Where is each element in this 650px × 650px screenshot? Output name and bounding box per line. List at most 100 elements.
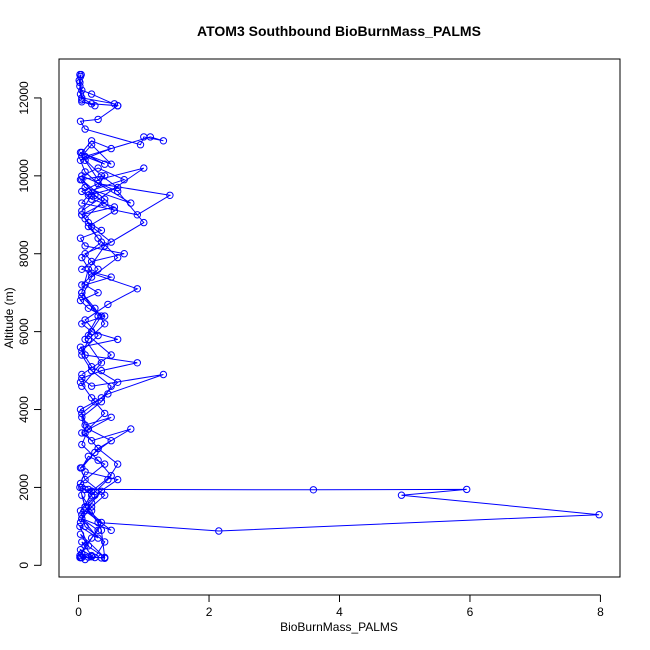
y-tick-label: 10000 (17, 159, 31, 193)
x-tick-label: 6 (467, 605, 474, 619)
data-point (97, 554, 106, 562)
data-point (166, 191, 174, 200)
y-tick-label: 8000 (17, 240, 31, 267)
data-point (87, 437, 96, 445)
data-point (78, 440, 86, 449)
data-point (140, 133, 148, 141)
data-point (140, 164, 148, 172)
x-tick-label: 2 (206, 605, 213, 619)
data-point (78, 152, 86, 161)
data-point (81, 316, 89, 324)
data-point (76, 405, 85, 414)
series-line (78, 74, 172, 560)
data-point (76, 70, 84, 79)
data-point (78, 491, 86, 499)
data-point (94, 234, 102, 242)
data-point (215, 527, 223, 535)
data-point (114, 253, 122, 262)
series-line (79, 179, 139, 556)
data-point (159, 370, 168, 379)
data-point (107, 144, 115, 153)
data-point (78, 98, 86, 106)
data-point (114, 335, 122, 344)
series-line (80, 556, 105, 559)
data-point (76, 117, 85, 126)
data-point (91, 102, 99, 110)
data-point (94, 518, 102, 527)
data-point (101, 242, 109, 250)
data-point (94, 331, 102, 340)
x-tick-label: 8 (597, 605, 604, 619)
data-point (78, 199, 86, 207)
data-point (78, 172, 86, 180)
data-point (110, 207, 119, 215)
data-point (91, 191, 99, 200)
data-point (78, 281, 86, 289)
data-point (76, 530, 85, 538)
data-point (87, 534, 96, 542)
data-point (595, 511, 603, 519)
data-point (133, 285, 142, 293)
data-point (140, 218, 148, 227)
data-point (78, 96, 86, 104)
data-point (97, 172, 106, 180)
data-point (94, 179, 102, 188)
data-point (114, 378, 122, 386)
data-point (81, 125, 89, 133)
data-point (76, 378, 85, 386)
data-point (120, 176, 128, 184)
data-point (97, 226, 106, 235)
data-point (87, 137, 96, 145)
data-point (107, 238, 115, 246)
data-point (76, 296, 85, 305)
series-line (80, 167, 145, 387)
data-point (76, 507, 85, 515)
data-point (78, 86, 86, 94)
data-point (78, 289, 86, 297)
data-point (87, 141, 96, 149)
data-point (94, 164, 102, 172)
data-point (101, 491, 109, 499)
plot-frame (58, 58, 621, 578)
data-point (101, 160, 109, 168)
data-point (78, 409, 86, 418)
data-point (78, 370, 86, 379)
series-line (80, 486, 600, 558)
data-point (76, 479, 85, 488)
data-point (81, 242, 89, 250)
data-point (78, 211, 86, 219)
data-point (78, 374, 86, 383)
data-point (101, 172, 109, 180)
data-point (101, 199, 109, 207)
data-point (81, 522, 89, 531)
data-point (114, 102, 122, 110)
data-point (87, 507, 96, 515)
data-point (81, 335, 89, 344)
data-point (78, 351, 86, 359)
data-point (309, 486, 318, 494)
y-axis-label: Altitude (m) (2, 287, 16, 348)
y-tick-label: 6000 (17, 318, 31, 345)
x-axis: 0 2 4 6 8 (75, 594, 604, 619)
data-point (101, 320, 109, 328)
data-point (84, 187, 93, 196)
data-point (101, 409, 109, 418)
x-axis-label: BioBurnMass_PALMS (280, 620, 398, 634)
data-point (94, 265, 102, 273)
data-point (104, 300, 112, 309)
data-point (133, 359, 142, 367)
data-point (97, 359, 106, 367)
data-point (81, 475, 89, 484)
y-tick-label: 12000 (17, 81, 31, 115)
data-point (81, 250, 89, 258)
data-point (78, 549, 86, 558)
data-point (78, 176, 86, 184)
data-point (94, 115, 102, 124)
data-point (120, 250, 128, 258)
data-point (84, 485, 93, 494)
y-tick-label: 4000 (17, 396, 31, 423)
data-point (78, 94, 86, 102)
data-point (76, 553, 85, 562)
data-point (78, 413, 86, 421)
